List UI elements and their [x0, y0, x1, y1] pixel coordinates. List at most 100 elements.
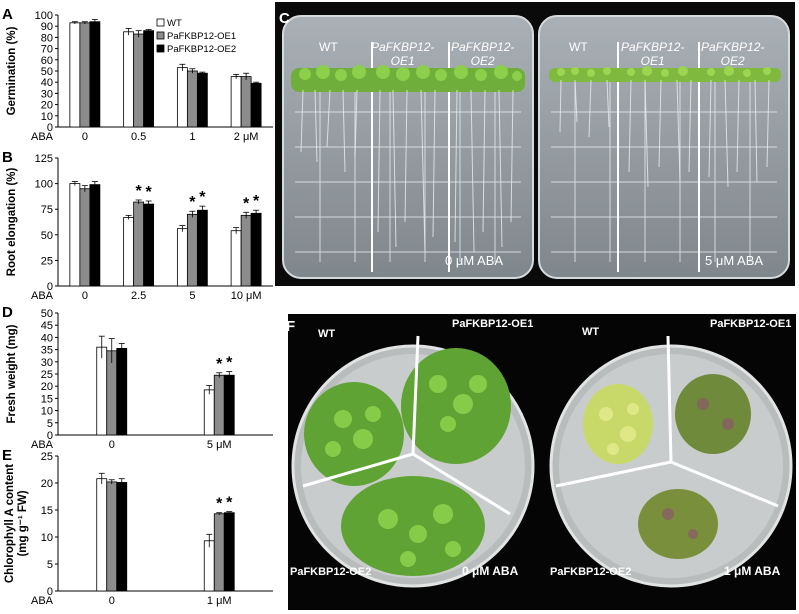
bar-D	[213, 374, 225, 436]
y-tick-label-A: 70	[41, 44, 53, 56]
significance-star-D: *	[226, 355, 233, 372]
panel-c-left-label-oe2: PaFKBP12- OE2	[451, 40, 515, 68]
panel-c-photo: C WT PaFKBP12- OE1 PaFKBP12- OE2 0 μM AB…	[275, 2, 795, 286]
x-tick-label-B: 2.5	[131, 290, 146, 302]
bar-A	[89, 21, 101, 128]
y-tick-label-E: 15	[41, 505, 53, 517]
y-tick-label-A: 10	[41, 111, 53, 123]
y-tick-label-D: 40	[41, 332, 53, 344]
x-prefix-E: ABA	[31, 595, 54, 607]
y-tick-label-A: 50	[41, 66, 53, 78]
panel-f-photo: F WT PaFKBP12-OE1 PaFKBP12-OE2 0 μM ABA …	[288, 314, 796, 610]
bar-B	[79, 188, 91, 287]
panel-c-right-treatment: 5 μM ABA	[705, 253, 764, 268]
bar-D	[223, 374, 235, 436]
y-tick-label-E: 25	[41, 451, 53, 463]
y-axis-label-A: Germination (%)	[6, 26, 18, 115]
panel-letter-D: D	[2, 304, 13, 321]
legend-swatch	[156, 18, 165, 27]
panel-f-letter: F	[288, 318, 296, 335]
y-tick-label-A: 30	[41, 88, 53, 100]
y-tick-label-D: 10	[41, 406, 53, 418]
significance-star-B: *	[136, 183, 143, 200]
significance-star-B: *	[189, 194, 196, 211]
y-axis-label-E: Chlorophyll A content(mg g⁻¹ FW)	[4, 464, 29, 583]
bar-A	[143, 30, 155, 128]
bar-B	[230, 230, 242, 287]
panel-c-left-treatment: 0 μM ABA	[445, 253, 504, 268]
x-tick-label-B: 10 μM	[231, 290, 262, 302]
bar-E	[96, 478, 108, 592]
panel-f-left-wt: WT	[318, 328, 336, 340]
y-tick-label-D: 45	[41, 320, 53, 332]
significance-star-E: *	[216, 496, 223, 513]
panel-f-right-oe2: PaFKBP12-OE2	[550, 566, 632, 578]
y-tick-label-B: 25	[41, 255, 53, 267]
bar-A	[186, 70, 198, 128]
bar-E	[203, 540, 215, 592]
panel-f-dishes	[288, 314, 796, 610]
y-tick-label-B: 100	[35, 179, 53, 191]
significance-star-B: *	[199, 189, 206, 206]
legend-label: PaFKBP12-OE2	[167, 44, 236, 55]
bar-B	[143, 203, 155, 287]
significance-star-B: *	[253, 193, 260, 210]
bar-B	[186, 213, 198, 287]
significance-star-E: *	[226, 495, 233, 512]
y-axis-label-D: Fresh weight (mg)	[6, 324, 18, 423]
y-tick-label-A: 90	[41, 21, 53, 33]
x-tick-label-E: 1 μM	[207, 595, 232, 607]
y-tick-label-A: 0	[47, 122, 53, 134]
panel-f-right-wt: WT	[582, 326, 600, 338]
y-tick-label-A: 60	[41, 55, 53, 67]
y-tick-label-D: 20	[41, 381, 53, 393]
bar-A	[240, 76, 252, 128]
bar-A	[133, 33, 145, 128]
x-prefix-D: ABA	[31, 439, 54, 451]
bar-A	[69, 22, 81, 128]
significance-star-B: *	[146, 184, 153, 201]
legend-label: WT	[167, 18, 182, 29]
bar-A	[250, 82, 262, 128]
y-tick-label-E: 10	[41, 532, 53, 544]
bar-B	[240, 214, 252, 287]
bar-B	[196, 209, 208, 287]
x-tick-label-B: 0	[82, 290, 88, 302]
y-tick-label-E: 0	[47, 586, 53, 598]
x-tick-label-A: 1	[189, 131, 195, 143]
bar-B	[250, 212, 262, 287]
y-axis-label-E-line2: (mg g⁻¹ FW)	[17, 490, 29, 556]
y-tick-label-D: 30	[41, 357, 53, 369]
panel-f-right-treatment: 1 μM ABA	[724, 564, 781, 578]
panel-letter-E: E	[2, 447, 12, 464]
panel-c-right-label-wt: WT	[569, 40, 588, 54]
panel-c-plates	[275, 2, 795, 286]
x-tick-label-A: 0.5	[131, 131, 146, 143]
y-tick-label-D: 35	[41, 345, 53, 357]
panel-letter-A: A	[2, 6, 13, 23]
y-axis-label-B: Root elongation (%)	[6, 168, 18, 277]
bar-A	[123, 31, 135, 128]
x-prefix-A: ABA	[31, 131, 54, 143]
legend-swatch	[156, 44, 165, 53]
y-tick-label-B: 50	[41, 230, 53, 242]
bar-E	[223, 512, 235, 592]
x-tick-label-B: 5	[189, 290, 195, 302]
bar-E	[106, 481, 118, 592]
panel-letter-B: B	[2, 149, 13, 166]
legend-swatch	[156, 31, 165, 40]
y-tick-label-A: 100	[35, 10, 53, 22]
panel-c-right-label-oe2: PaFKBP12- OE2	[701, 40, 765, 68]
panel-c-left-label-oe1: PaFKBP12- OE1	[371, 40, 435, 68]
x-tick-label-A: 0	[82, 131, 88, 143]
y-axis-label-E-line1: Chlorophyll A content	[4, 464, 16, 583]
x-prefix-B: ABA	[31, 290, 54, 302]
y-tick-label-A: 20	[41, 100, 53, 112]
bar-E	[213, 513, 225, 592]
y-tick-label-D: 0	[47, 430, 53, 442]
bar-B	[69, 183, 81, 287]
panel-f-left-oe1: PaFKBP12-OE1	[452, 318, 534, 330]
bar-D	[96, 346, 108, 436]
bar-B	[89, 184, 101, 287]
x-tick-label-D: 5 μM	[207, 439, 232, 451]
